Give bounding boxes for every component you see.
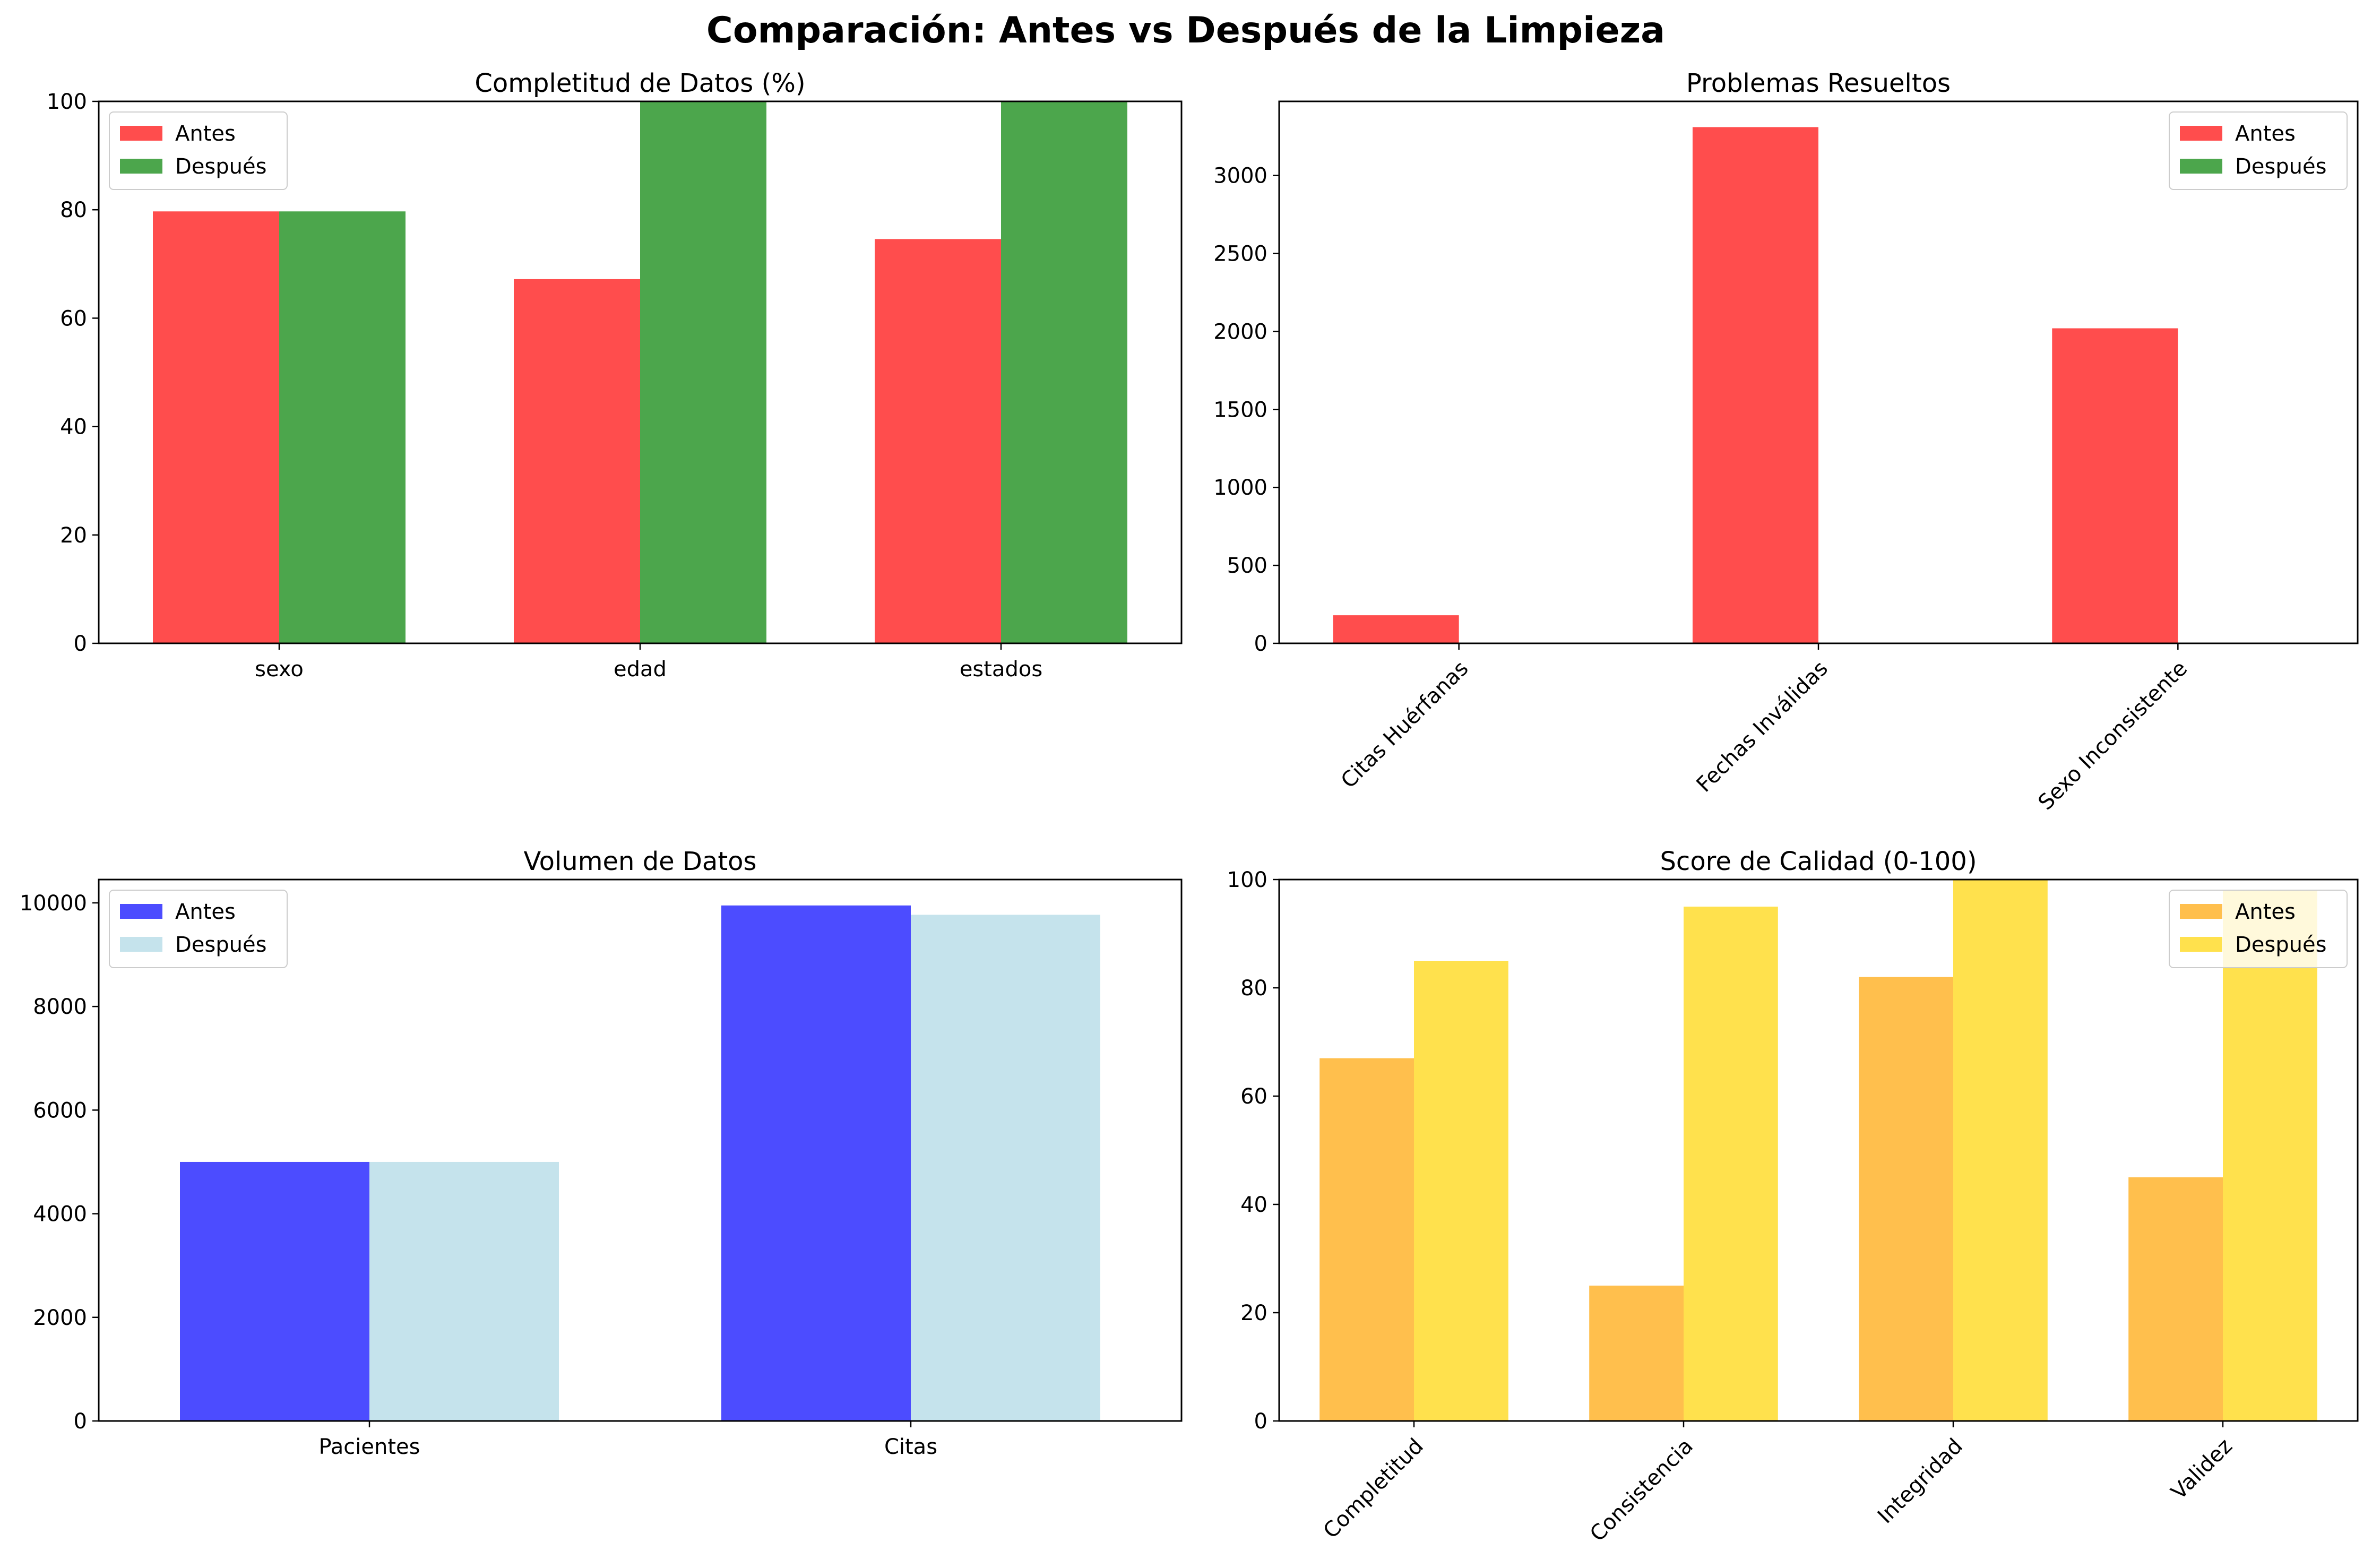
bar-despus-2 xyxy=(911,915,1100,1421)
y-tick-label: 20 xyxy=(60,523,87,548)
bar-despus-1 xyxy=(1414,961,1508,1421)
legend-swatch xyxy=(120,126,162,141)
y-tick-label: 500 xyxy=(1227,554,1267,578)
bar-antes-2 xyxy=(1692,127,1818,643)
legend-swatch xyxy=(120,159,162,174)
bar-antes-3 xyxy=(875,239,1001,643)
bar-despus-1 xyxy=(279,211,406,643)
y-tick-label: 0 xyxy=(74,632,87,656)
bar-despus-2 xyxy=(640,101,766,643)
y-tick-label: 100 xyxy=(1227,868,1267,892)
bars xyxy=(180,905,1100,1421)
axes-frame xyxy=(98,878,1183,1422)
bar-antes-3 xyxy=(1859,977,1953,1421)
bar-despus-1 xyxy=(369,1161,559,1421)
legend-swatch xyxy=(120,937,162,952)
legend-label: Antes xyxy=(175,122,236,146)
y-tick-label: 80 xyxy=(60,198,87,222)
y-tick-label: 2000 xyxy=(33,1306,87,1330)
subplots: 0 20 40 60 80 100 sexo edad estados Completitud d… xyxy=(20,68,2359,1546)
x-tick-label: edad xyxy=(614,657,667,682)
subplot-title: Problemas Resueltos xyxy=(1686,68,1951,98)
y-tick-label: 100 xyxy=(47,90,87,114)
x-tick-label: sexo xyxy=(255,657,304,682)
y-tick-label: 40 xyxy=(1240,1193,1267,1217)
bar-antes-1 xyxy=(1319,1058,1414,1421)
bar-antes-2 xyxy=(721,905,911,1421)
y-tick-label: 8000 xyxy=(33,995,87,1019)
axes-frame xyxy=(1278,878,2359,1422)
subplot-title: Volumen de Datos xyxy=(523,847,756,876)
bars xyxy=(1319,880,2317,1421)
legend-swatch xyxy=(120,904,162,919)
bar-antes-2 xyxy=(514,279,640,643)
x-tick-label: Pacientes xyxy=(318,1435,420,1459)
y-tick-label: 0 xyxy=(1254,1409,1267,1434)
bar-despus-3 xyxy=(1001,101,1127,643)
subplot-3: 0 2000 4000 6000 8000 10000 Pacientes Citas Volu… xyxy=(20,847,1183,1459)
y-tick-label: 0 xyxy=(1254,632,1267,656)
y-tick-label: 10000 xyxy=(20,891,87,916)
y-tick-label: 1500 xyxy=(1213,398,1267,422)
bar-antes-1 xyxy=(153,211,279,643)
legend: Antes Después xyxy=(2169,111,2348,190)
bars xyxy=(153,101,1127,643)
legend: Antes Después xyxy=(2169,890,2348,968)
y-tick-label: 1000 xyxy=(1213,476,1267,500)
legend-swatch xyxy=(2180,904,2222,919)
subplot-1: 0 20 40 60 80 100 sexo edad estados Completitud d… xyxy=(47,68,1183,682)
legend-label: Después xyxy=(175,154,266,179)
legend: Antes Después xyxy=(109,890,288,968)
y-tick-label: 2500 xyxy=(1213,242,1267,266)
y-tick-label: 3000 xyxy=(1213,164,1267,188)
y-tick-label: 4000 xyxy=(33,1202,87,1227)
legend-label: Después xyxy=(175,933,266,957)
legend-label: Después xyxy=(2235,933,2326,957)
subplot-title: Score de Calidad (0-100) xyxy=(1660,847,1977,876)
bar-despus-4 xyxy=(2223,890,2317,1421)
legend-label: Antes xyxy=(2235,122,2296,146)
y-tick-label: 0 xyxy=(74,1409,87,1434)
bar-antes-2 xyxy=(1589,1286,1684,1421)
bars xyxy=(1333,127,2178,643)
legend-swatch xyxy=(2180,937,2222,952)
y-tick-label: 2000 xyxy=(1213,320,1267,344)
legend: Antes Después xyxy=(109,111,288,190)
y-tick-label: 60 xyxy=(60,306,87,331)
bar-antes-1 xyxy=(180,1161,369,1421)
bar-despus-3 xyxy=(1953,880,2048,1421)
legend-swatch xyxy=(2180,159,2222,174)
bar-antes-3 xyxy=(2052,328,2178,643)
bar-despus-2 xyxy=(1684,907,1778,1421)
x-tick-label: estados xyxy=(960,657,1042,682)
bar-antes-4 xyxy=(2128,1177,2223,1421)
y-tick-label: 80 xyxy=(1240,976,1267,1001)
y-tick-label: 40 xyxy=(60,415,87,440)
x-tick-label: Citas xyxy=(884,1435,937,1459)
legend-swatch xyxy=(2180,126,2222,141)
bar-antes-1 xyxy=(1333,615,1459,643)
y-tick-label: 6000 xyxy=(33,1098,87,1123)
figure-title: Comparación: Antes vs Después de la Limp… xyxy=(706,10,1665,51)
y-tick-label: 20 xyxy=(1240,1301,1267,1325)
legend-label: Después xyxy=(2235,154,2326,179)
legend-label: Antes xyxy=(175,900,236,924)
subplot-title: Completitud de Datos (%) xyxy=(475,68,805,98)
legend-label: Antes xyxy=(2235,900,2296,924)
y-tick-label: 60 xyxy=(1240,1084,1267,1109)
